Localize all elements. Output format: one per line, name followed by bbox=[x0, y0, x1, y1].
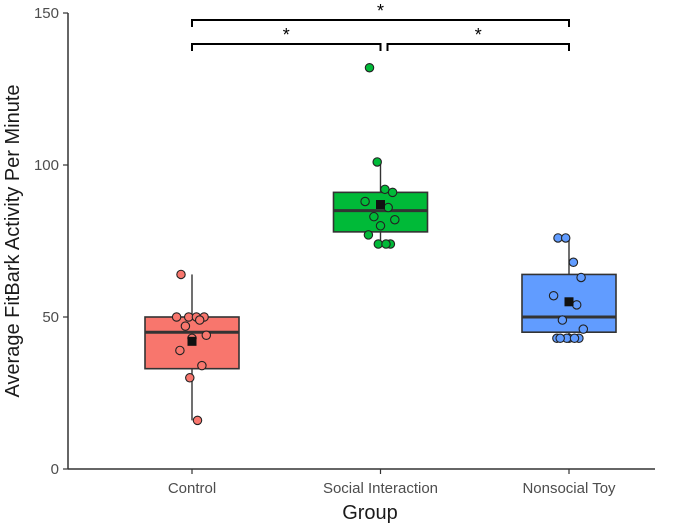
y-tick-label: 0 bbox=[51, 461, 59, 478]
data-point bbox=[568, 257, 579, 268]
data-point bbox=[560, 233, 571, 243]
data-point bbox=[571, 300, 582, 310]
significance-bracket: * bbox=[386, 25, 570, 51]
data-point bbox=[557, 315, 568, 325]
data-point bbox=[183, 312, 194, 322]
data-point bbox=[380, 184, 390, 195]
mean-marker bbox=[187, 336, 197, 346]
data-point bbox=[578, 324, 589, 334]
data-point bbox=[548, 290, 559, 301]
data-point bbox=[194, 315, 205, 325]
data-point bbox=[192, 415, 203, 426]
data-point bbox=[569, 333, 580, 344]
data-point bbox=[369, 211, 379, 222]
box-group-control bbox=[144, 269, 240, 426]
data-point bbox=[364, 62, 375, 73]
data-point bbox=[381, 239, 391, 249]
data-point bbox=[197, 360, 207, 371]
data-point bbox=[176, 269, 186, 280]
box-groups bbox=[144, 62, 617, 426]
box-group-social-interaction bbox=[332, 62, 429, 249]
significance-label: * bbox=[283, 25, 290, 45]
significance-label: * bbox=[475, 25, 482, 45]
significance-bracket: * bbox=[191, 25, 382, 51]
y-axis-title: Average FitBark Activity Per Minute bbox=[2, 84, 24, 397]
mean-marker bbox=[376, 200, 385, 210]
tick-labels: 0 50 100 150 Control Social Interaction Nonsoc… bbox=[34, 5, 616, 497]
data-point bbox=[390, 214, 400, 225]
x-tick-label: Social Interaction bbox=[323, 480, 438, 497]
y-tick-label: 100 bbox=[34, 157, 59, 174]
data-point bbox=[553, 233, 563, 243]
data-point bbox=[175, 345, 185, 356]
axes bbox=[63, 12, 655, 474]
box-group-nonsocial-toy bbox=[521, 233, 617, 344]
y-tick-label: 150 bbox=[34, 5, 59, 22]
data-point bbox=[360, 196, 370, 207]
mean-marker bbox=[564, 297, 574, 307]
data-point bbox=[373, 239, 384, 249]
x-axis-title: Group bbox=[342, 502, 398, 524]
significance-bracket: * bbox=[191, 1, 570, 27]
bracket-line bbox=[191, 19, 570, 27]
data-point bbox=[201, 330, 212, 340]
data-point bbox=[180, 321, 191, 331]
significance-label: * bbox=[377, 1, 384, 21]
x-tick-label: Nonsocial Toy bbox=[522, 480, 616, 497]
data-point bbox=[383, 202, 393, 213]
data-point bbox=[171, 312, 182, 322]
data-point bbox=[372, 157, 382, 167]
significance-brackets: * * * bbox=[191, 1, 570, 51]
axis-titles: Group Average FitBark Activity Per Minut… bbox=[2, 84, 398, 524]
data-point bbox=[555, 333, 565, 344]
y-tick-label: 50 bbox=[42, 309, 59, 326]
bracket-line bbox=[191, 43, 382, 51]
data-point bbox=[387, 187, 398, 198]
data-point bbox=[363, 230, 374, 240]
data-point bbox=[576, 272, 586, 283]
x-tick-label: Control bbox=[168, 480, 216, 497]
data-point bbox=[375, 221, 386, 231]
bracket-line bbox=[386, 43, 570, 51]
data-point bbox=[185, 373, 195, 383]
